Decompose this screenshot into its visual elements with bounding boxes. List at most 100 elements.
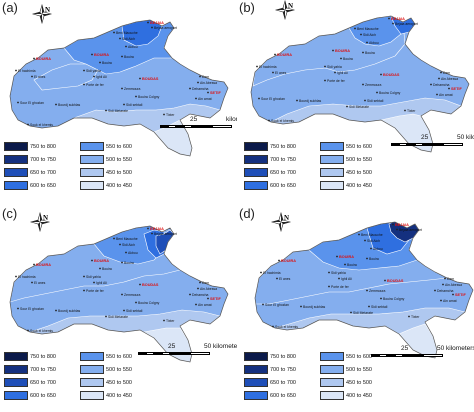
place-label: Porte de fer [86, 83, 105, 87]
region-outline [9, 225, 229, 363]
legend-item: 550 to 600 [320, 142, 390, 152]
legend-item: 400 to 450 [320, 181, 390, 191]
station-dot [83, 83, 85, 86]
station-dot [296, 99, 298, 102]
station-dot [328, 285, 330, 288]
station-dot [33, 263, 35, 266]
place-label: Porte de fer [86, 289, 105, 293]
place-label: Bejaia aeroport [399, 228, 422, 232]
place-label: Bouira [124, 55, 134, 59]
legend-item: 600 to 650 [4, 181, 74, 191]
scale-segment [423, 143, 443, 146]
place-label: Bouira Colgny [379, 91, 401, 95]
place-label: Sidi sebtali [371, 305, 388, 309]
station-dot [91, 259, 93, 262]
place-label: Akbou [369, 41, 379, 45]
station-dot [83, 289, 85, 292]
station-dot [151, 26, 153, 29]
station-dot [376, 91, 378, 94]
place-label: Sour El ghozlan [265, 303, 289, 307]
legend-text: 500 to 550 [106, 367, 132, 373]
legend-swatch [244, 352, 268, 361]
legend-item: 500 to 550 [320, 365, 390, 375]
station-dot [324, 65, 326, 68]
place-label: BOUDAS [142, 77, 159, 81]
station-dot [17, 307, 19, 310]
station-dot [119, 37, 121, 40]
station-dot [17, 101, 19, 104]
legend-item: 450 to 500 [320, 378, 390, 388]
place-label: Sidi sebtali [367, 99, 384, 103]
legend-item: 500 to 550 [80, 155, 150, 165]
station-dot [380, 297, 382, 300]
station-dot [31, 75, 33, 78]
place-label: Bouira [102, 61, 112, 65]
place-label: Sidi sebtali [126, 309, 143, 313]
legend-item: 750 to 800 [4, 142, 74, 152]
place-label: SETIF [210, 91, 221, 95]
legend-text: 500 to 550 [346, 157, 372, 163]
station-dot [147, 21, 149, 24]
legend-item: 750 to 800 [244, 352, 314, 362]
place-label: BEJAIA [150, 21, 164, 25]
station-dot [199, 281, 201, 284]
place-label: BOUDAS [387, 279, 404, 283]
legend-text: 400 to 450 [346, 183, 372, 189]
station-dot [121, 293, 123, 296]
place-label: Porte de fer [331, 285, 350, 289]
place-label: Bourdj sukhlas [58, 309, 81, 313]
station-dot [199, 75, 201, 78]
place-label: Souk el khemis [271, 119, 294, 123]
scale-mid-label: 25 [190, 116, 198, 123]
station-dot [440, 71, 442, 74]
legend-swatch [80, 155, 104, 164]
north-arrow-icon: N [29, 211, 51, 233]
station-dot [392, 22, 394, 25]
station-dot [99, 267, 101, 270]
place-label: SETIF [451, 87, 462, 91]
place-label: Zemmoura [365, 83, 382, 87]
station-dot [123, 309, 125, 312]
legend-item: 400 to 450 [320, 391, 390, 401]
legend-swatch [80, 378, 104, 387]
place-label: Bejaia aeroport [154, 26, 177, 30]
station-dot [300, 305, 302, 308]
scale-segment [395, 354, 403, 357]
scale-segment [154, 352, 162, 355]
station-dot [262, 303, 264, 306]
scale-unit-label: 50 kilometers [437, 345, 474, 352]
station-dot [15, 69, 17, 72]
station-dot [99, 61, 101, 64]
legend-item: 600 to 650 [244, 391, 314, 401]
place-label: Bouira Colgny [138, 95, 160, 99]
place-label: Bouira [369, 257, 379, 261]
legend-swatch [244, 155, 268, 164]
scale-segment [192, 125, 212, 128]
legend-text: 500 to 550 [346, 367, 372, 373]
scale-unit-label: kilon [226, 116, 237, 123]
scale-segment [371, 354, 379, 357]
place-label: BOUIRA [277, 53, 292, 57]
station-dot [197, 81, 199, 84]
place-label: Dehamcha [437, 289, 454, 293]
place-label: BEJAIA [391, 17, 405, 21]
legend-text: 700 to 750 [30, 367, 56, 373]
place-label: Ain Abessa [445, 283, 462, 287]
legend-text: 650 to 700 [30, 380, 56, 386]
legend-text: 550 to 600 [106, 354, 132, 360]
north-label: N [43, 214, 48, 222]
station-dot [197, 287, 199, 290]
legend-item: 700 to 750 [4, 155, 74, 165]
legend-text: 550 to 600 [106, 144, 132, 150]
legend-text: 400 to 450 [106, 183, 132, 189]
station-dot [408, 315, 410, 318]
place-label: Ain Abessa [200, 287, 217, 291]
legend-item: 650 to 700 [244, 168, 314, 178]
station-dot [358, 233, 360, 236]
place-label: Ighil Ali [341, 277, 352, 281]
station-dot [113, 237, 115, 240]
legend-text: 600 to 650 [270, 183, 296, 189]
north-arrow-icon: N [31, 3, 53, 25]
station-dot [105, 315, 107, 318]
station-dot [380, 73, 382, 76]
